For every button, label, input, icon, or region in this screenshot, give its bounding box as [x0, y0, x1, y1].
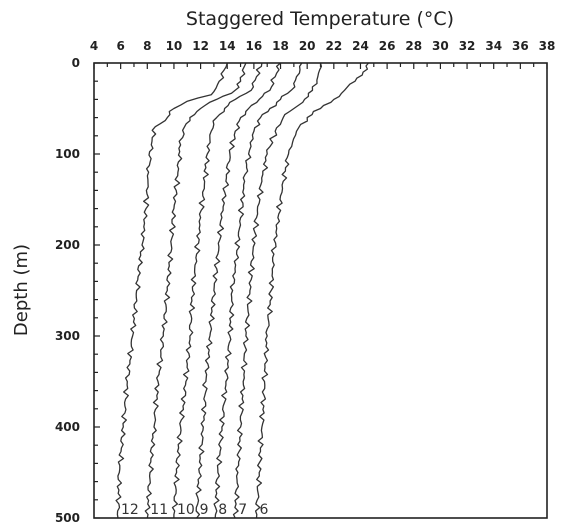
series-label-10: 10	[177, 502, 195, 518]
y-tick-label-400: 400	[55, 420, 80, 434]
profile-line-6	[254, 62, 369, 519]
x-tick-label-22: 22	[325, 39, 342, 53]
x-tick-label-10: 10	[166, 39, 183, 53]
x-tick-label-6: 6	[116, 39, 124, 53]
x-tick-label-28: 28	[405, 39, 422, 53]
plot-frame	[93, 62, 548, 519]
temperature-profiles	[115, 62, 369, 519]
x-tick-label-38: 38	[539, 39, 556, 53]
profile-line-10	[171, 62, 263, 518]
x-tick-label-34: 34	[485, 39, 502, 53]
x-tick-label-24: 24	[352, 39, 369, 53]
x-tick-label-14: 14	[219, 39, 236, 53]
x-tick-label-4: 4	[90, 39, 98, 53]
y-tick-label-0: 0	[72, 56, 80, 70]
x-tick-label-20: 20	[299, 39, 316, 53]
x-tick-label-32: 32	[459, 39, 476, 53]
y-tick-label-100: 100	[55, 147, 80, 161]
x-tick-label-12: 12	[192, 39, 209, 53]
x-tick-label-8: 8	[143, 39, 151, 53]
x-tick-label-18: 18	[272, 39, 289, 53]
series-label-8: 8	[218, 502, 227, 518]
axis-ticks: 4 6 8 10 12 14 16 18 20 22 24 26 28 30 32 34 36 38 0 100 200…	[55, 39, 555, 525]
profile-line-11	[144, 62, 247, 519]
y-axis-label: Depth (m)	[11, 244, 32, 336]
y-tick-label-200: 200	[55, 238, 80, 252]
x-tick-label-36: 36	[512, 39, 529, 53]
y-tick-label-500: 500	[55, 511, 80, 525]
x-tick-label-30: 30	[432, 39, 449, 53]
chart-title: Staggered Temperature (°C)	[186, 8, 454, 30]
profile-line-7	[232, 62, 323, 519]
series-labels: 12 11 10 9 8 7 6	[121, 502, 269, 518]
profile-line-12	[115, 62, 228, 519]
x-tick-label-16: 16	[246, 39, 263, 53]
x-tick-label-26: 26	[379, 39, 396, 53]
profile-line-9	[195, 62, 281, 519]
series-label-6: 6	[260, 502, 269, 518]
profile-line-8	[213, 62, 303, 519]
y-tick-label-300: 300	[55, 329, 80, 343]
series-label-9: 9	[200, 502, 209, 518]
series-label-11: 11	[150, 502, 168, 518]
series-label-12: 12	[121, 502, 139, 518]
series-label-7: 7	[238, 502, 247, 518]
